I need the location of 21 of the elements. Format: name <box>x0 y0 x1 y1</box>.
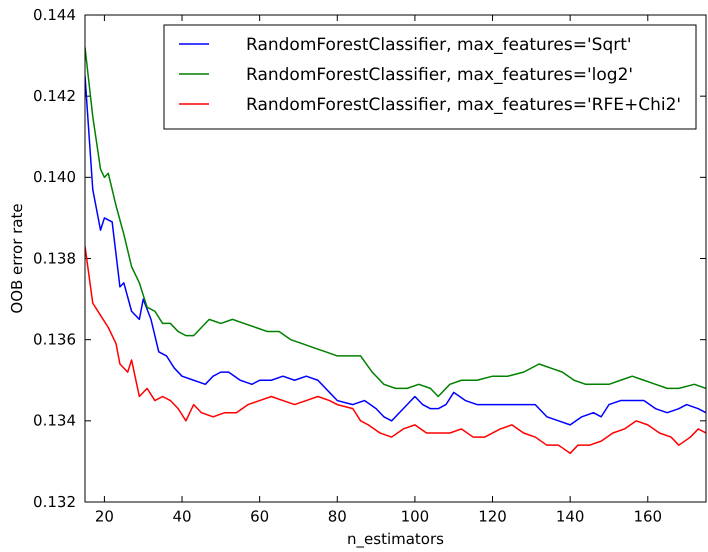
y-tick-label: 0.142 <box>33 86 76 105</box>
y-tick-label: 0.132 <box>33 492 76 511</box>
x-tick-label: 140 <box>556 508 584 526</box>
x-tick-label: 20 <box>94 508 114 526</box>
legend-label: RandomForestClassifier, max_features='log2' <box>246 65 634 85</box>
x-tick-label: 120 <box>478 508 507 526</box>
x-axis-title: n_estimators <box>347 530 444 548</box>
y-tick-label: 0.144 <box>33 6 76 24</box>
x-tick-label: 80 <box>328 508 347 526</box>
legend-label: RandomForestClassifier, max_features='Sqrt' <box>246 35 632 55</box>
x-tick-label: 100 <box>400 508 430 526</box>
y-tick-label: 0.140 <box>33 168 76 186</box>
x-tick-label: 40 <box>172 508 192 526</box>
y-tick-label: 0.138 <box>33 249 76 268</box>
line-series <box>85 246 706 454</box>
y-axis-title: OOB error rate <box>8 203 26 314</box>
y-tick-label: 0.136 <box>33 330 76 348</box>
x-tick-label: 160 <box>633 508 662 526</box>
legend-label: RandomForestClassifier, max_features='RFE+Chi2' <box>246 95 682 115</box>
x-tick-label: 60 <box>250 508 270 526</box>
y-tick-label: 0.134 <box>33 412 76 430</box>
